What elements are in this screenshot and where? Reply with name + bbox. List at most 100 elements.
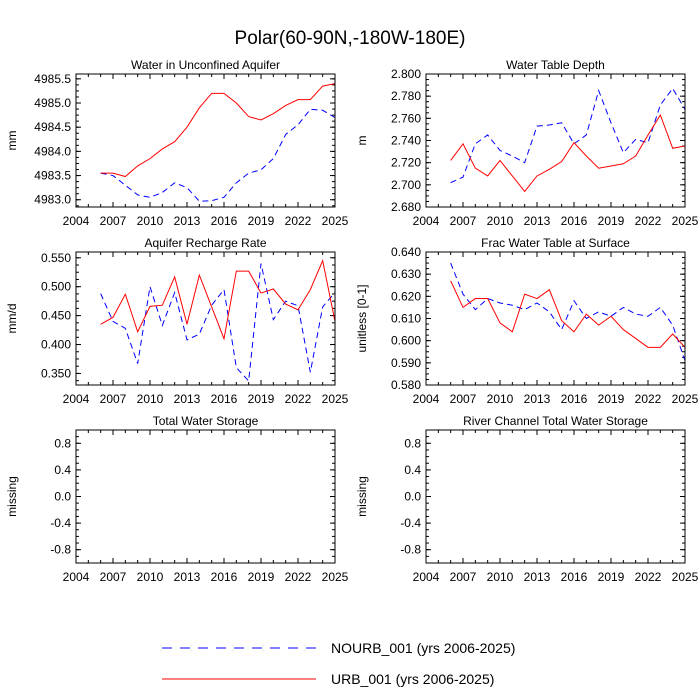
series-line-nourb-001: [100, 108, 335, 202]
chart-panel-3: Aquifer Recharge Rate mm/d 2004 2007 2010 201…: [5, 236, 349, 406]
y-tick-label: 0.0: [404, 490, 421, 504]
x-tick-label: 2019: [598, 214, 625, 228]
x-tick-label: 2013: [524, 392, 551, 406]
x-tick-label: 2025: [672, 392, 699, 406]
x-tick-label: 2025: [672, 214, 699, 228]
y-tick-label: 0.8: [404, 436, 421, 450]
panels: Water in Unconfined Aquifer mm 2004 2007 201…: [5, 58, 699, 584]
y-tick-label: 0.450: [41, 309, 71, 323]
x-tick-label: 2013: [524, 214, 551, 228]
y-tick-label: -0.8: [400, 543, 421, 557]
x-tick-label: 2010: [487, 214, 514, 228]
y-axis-label: m: [355, 136, 369, 146]
y-tick-label: -0.8: [50, 543, 71, 557]
series-line-nourb-001: [450, 87, 685, 184]
x-tick-label: 2019: [248, 392, 275, 406]
series-line-urb-001: [450, 280, 685, 348]
y-tick-label: 2.740: [391, 134, 421, 148]
x-tick-label: 2004: [413, 214, 440, 228]
y-axis-label: missing: [355, 476, 369, 517]
x-tick-label: 2016: [211, 570, 238, 584]
chart-panel-4: Frac Water Table at Surface unitless [0-1…: [355, 236, 699, 406]
x-tick-label: 2013: [174, 570, 201, 584]
x-tick-label: 2019: [248, 214, 275, 228]
x-tick-label: 2022: [285, 392, 312, 406]
y-tick-label: 4985.5: [34, 72, 71, 86]
y-tick-label: 0.0: [54, 490, 71, 504]
x-tick-label: 2013: [174, 392, 201, 406]
x-tick-label: 2013: [524, 570, 551, 584]
panel-title: Water Table Depth: [506, 58, 605, 72]
y-tick-label: 2.760: [391, 111, 421, 125]
x-tick-label: 2007: [450, 214, 477, 228]
x-tick-label: 2022: [635, 214, 662, 228]
x-tick-label: 2004: [413, 392, 440, 406]
x-tick-label: 2010: [137, 392, 164, 406]
y-tick-label: 0.640: [391, 245, 421, 259]
y-tick-label: 0.4: [404, 463, 421, 477]
y-tick-label: 0.4: [54, 463, 71, 477]
y-tick-label: 0.590: [391, 356, 421, 370]
x-tick-label: 2025: [672, 570, 699, 584]
y-axis-label: unitless [0-1]: [355, 284, 369, 352]
plot-frame: [425, 251, 686, 386]
series-line-urb-001: [100, 258, 335, 341]
y-tick-label: 4985.0: [34, 96, 71, 110]
y-tick-label: 2.800: [391, 67, 421, 81]
x-tick-label: 2016: [211, 214, 238, 228]
legend-label-urb: URB_001 (yrs 2006-2025): [331, 671, 494, 687]
panel-title: Frac Water Table at Surface: [481, 236, 630, 250]
x-tick-label: 2007: [100, 570, 127, 584]
y-tick-label: -0.4: [400, 516, 421, 530]
panel-title: Total Water Storage: [153, 414, 259, 428]
x-tick-label: 2004: [63, 392, 90, 406]
x-tick-label: 2025: [322, 570, 349, 584]
x-tick-label: 2019: [598, 392, 625, 406]
chart-panel-6: River Channel Total Water Storage missing…: [355, 414, 699, 584]
y-tick-label: 0.550: [41, 251, 71, 265]
chart-panel-1: Water in Unconfined Aquifer mm 2004 2007 201…: [5, 58, 349, 228]
y-tick-label: 2.680: [391, 200, 421, 214]
y-tick-label: 0.350: [41, 366, 71, 380]
y-tick-label: 4984.5: [34, 120, 71, 134]
y-tick-label: 0.630: [391, 267, 421, 281]
figure-title: Polar(60-90N,-180W-180E): [235, 28, 466, 49]
y-tick-label: 0.500: [41, 280, 71, 294]
y-tick-label: 0.620: [391, 289, 421, 303]
y-tick-label: 4984.0: [34, 144, 71, 158]
chart-panel-5: Total Water Storage missing 2004 2007 2010 20…: [5, 414, 349, 584]
x-tick-label: 2022: [285, 570, 312, 584]
x-tick-label: 2010: [487, 570, 514, 584]
x-tick-label: 2016: [211, 392, 238, 406]
y-tick-label: 0.610: [391, 312, 421, 326]
series-line-nourb-001: [100, 263, 335, 383]
x-tick-label: 2025: [322, 214, 349, 228]
y-tick-label: 2.720: [391, 156, 421, 170]
y-tick-label: 0.600: [391, 334, 421, 348]
x-tick-label: 2019: [248, 570, 275, 584]
series-line-nourb-001: [450, 262, 685, 361]
x-tick-label: 2004: [63, 214, 90, 228]
series-line-urb-001: [100, 83, 335, 178]
x-tick-label: 2007: [450, 570, 477, 584]
x-tick-label: 2004: [413, 570, 440, 584]
y-tick-label: 2.700: [391, 178, 421, 192]
x-tick-label: 2016: [561, 392, 588, 406]
x-tick-label: 2004: [63, 570, 90, 584]
y-axis-label: mm/d: [5, 304, 19, 334]
x-tick-label: 2019: [598, 570, 625, 584]
y-tick-label: -0.4: [50, 516, 71, 530]
y-tick-label: 4983.0: [34, 193, 71, 207]
x-tick-label: 2016: [561, 214, 588, 228]
plot-frame: [75, 429, 336, 564]
x-tick-label: 2022: [285, 214, 312, 228]
series-line-urb-001: [450, 113, 685, 193]
legend-label-nourb: NOURB_001 (yrs 2006-2025): [331, 640, 515, 656]
plot-frame: [75, 251, 336, 386]
panel-title: River Channel Total Water Storage: [463, 414, 648, 428]
y-tick-label: 0.8: [54, 436, 71, 450]
x-tick-label: 2010: [137, 214, 164, 228]
x-tick-label: 2013: [174, 214, 201, 228]
plot-frame: [425, 429, 686, 564]
x-tick-label: 2022: [635, 570, 662, 584]
